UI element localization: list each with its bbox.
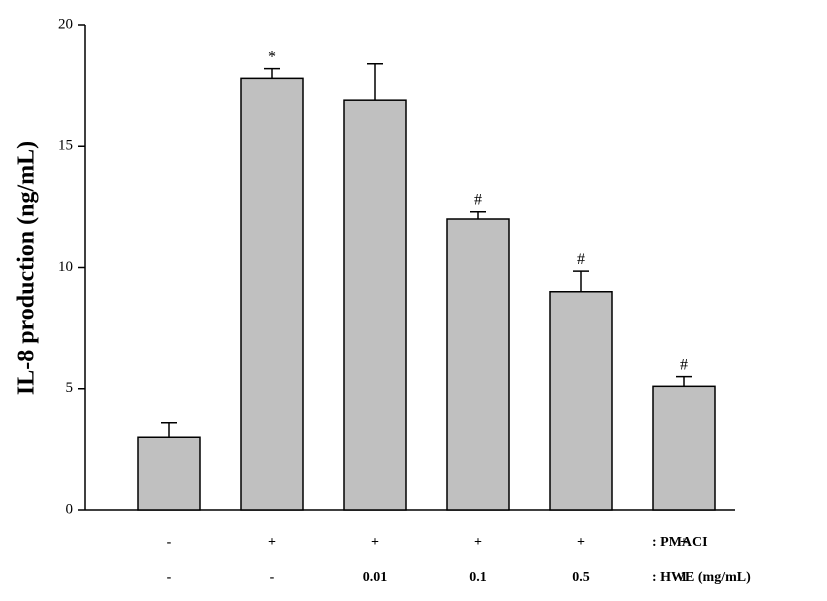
error-bar — [161, 421, 177, 438]
bar — [446, 218, 510, 511]
error-bar — [676, 375, 692, 387]
annotation: * — [268, 48, 276, 65]
bar — [137, 436, 201, 511]
annotation: # — [474, 191, 482, 208]
bar — [240, 77, 304, 511]
row-label: : PMACI — [652, 535, 708, 550]
y-tick-label: 0 — [66, 501, 74, 517]
row-label: : HWE (mg/mL) — [652, 570, 751, 585]
y-tick-label: 5 — [66, 380, 74, 396]
category-label: + — [680, 535, 688, 550]
annotation: # — [680, 356, 688, 373]
category-label: + — [268, 535, 276, 550]
y-tick-label: 15 — [58, 138, 73, 154]
category-label: 0.01 — [363, 570, 388, 585]
category-label: - — [167, 570, 172, 585]
bar — [343, 99, 407, 511]
category-label: 1 — [681, 570, 688, 585]
category-label: - — [167, 535, 172, 550]
error-bar — [470, 210, 486, 219]
y-tick-label: 10 — [58, 259, 73, 275]
category-label: 0.1 — [469, 570, 487, 585]
error-bar — [264, 67, 280, 79]
bar — [652, 385, 716, 511]
category-label: + — [474, 535, 482, 550]
error-bar — [367, 63, 383, 101]
category-label: + — [577, 535, 585, 550]
error-bar — [573, 270, 589, 292]
bar — [549, 291, 613, 511]
y-tick-label: 20 — [58, 16, 73, 32]
category-label: - — [270, 570, 275, 585]
category-label: + — [371, 535, 379, 550]
annotation: # — [577, 251, 585, 268]
y-axis-label: IL-8 production (ng/mL) — [14, 141, 40, 395]
category-label: 0.5 — [572, 570, 590, 585]
